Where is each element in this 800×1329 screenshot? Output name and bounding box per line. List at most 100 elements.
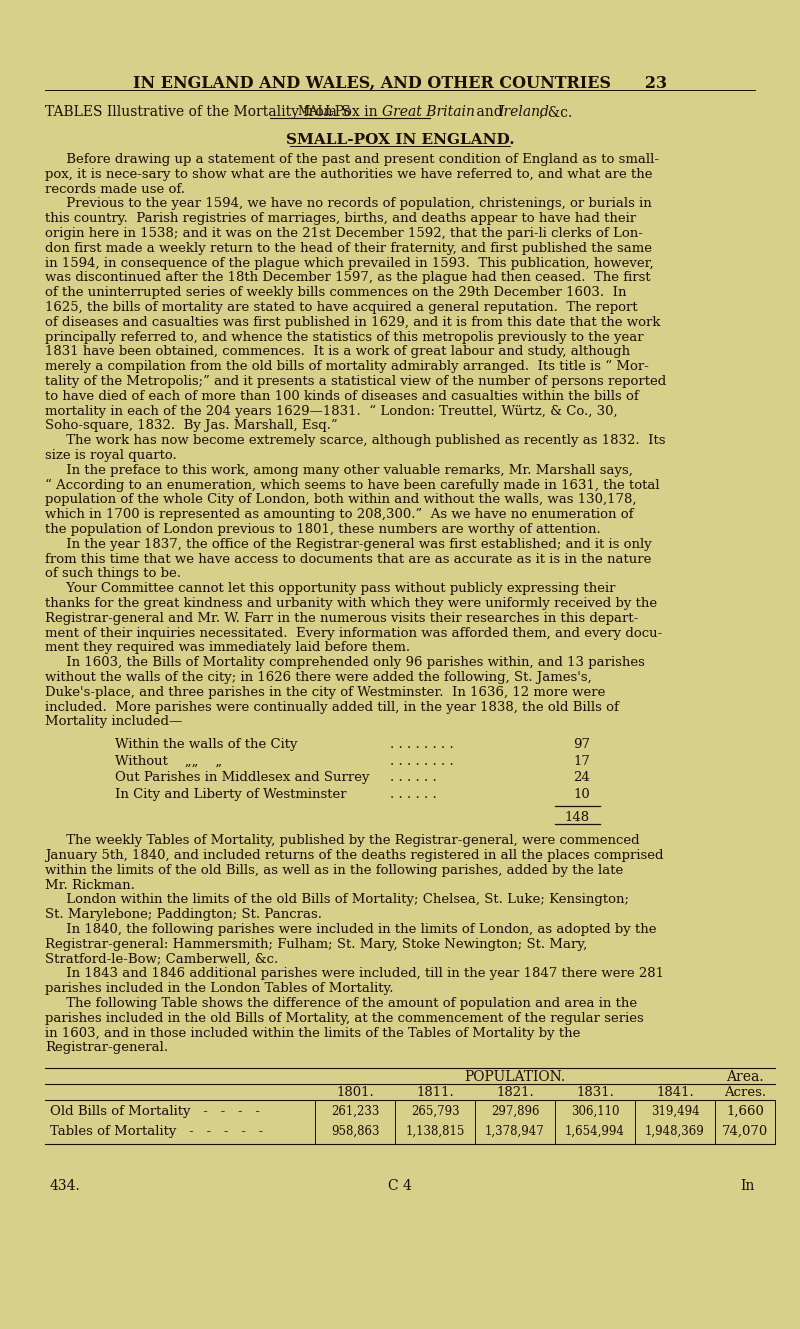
Text: Before drawing up a statement of the past and present condition of England as to: Before drawing up a statement of the pas… [45,153,659,166]
Text: of such things to be.: of such things to be. [45,567,181,581]
Text: of diseases and casualties was first published in 1629, and it is from this date: of diseases and casualties was first pub… [45,316,661,328]
Text: Stratford-le-Bow; Camberwell, &c.: Stratford-le-Bow; Camberwell, &c. [45,953,278,966]
Text: 1625, the bills of mortality are stated to have acquired a general reputation.  : 1625, the bills of mortality are stated … [45,300,638,314]
Text: In the preface to this work, among many other valuable remarks, Mr. Marshall say: In the preface to this work, among many … [45,464,633,477]
Text: Mr. Rickman.: Mr. Rickman. [45,878,135,892]
Text: Area.: Area. [726,1070,764,1084]
Text: in 1594, in consequence of the plague which prevailed in 1593.  This publication: in 1594, in consequence of the plague wh… [45,256,654,270]
Text: 74,070: 74,070 [722,1126,768,1138]
Text: IN ENGLAND AND WALES, AND OTHER COUNTRIES      23: IN ENGLAND AND WALES, AND OTHER COUNTRIE… [133,74,667,92]
Text: Registrar-general and Mr. W. Farr in the numerous visits their researches in thi: Registrar-general and Mr. W. Farr in the… [45,611,638,625]
Text: Acres.: Acres. [724,1086,766,1099]
Text: 24: 24 [574,771,590,784]
Text: January 5th, 1840, and included returns of the deaths registered in all the plac: January 5th, 1840, and included returns … [45,849,663,863]
Text: In: In [741,1179,755,1193]
Text: 97: 97 [573,738,590,751]
Text: Old Bills of Mortality   -   -   -   -: Old Bills of Mortality - - - - [50,1106,260,1118]
Text: principally referred to, and whence the statistics of this metropolis previously: principally referred to, and whence the … [45,331,644,344]
Text: 1,654,994: 1,654,994 [565,1126,625,1138]
Text: which in 1700 is represented as amounting to 208,300.”  As we have no enumeratio: which in 1700 is represented as amountin… [45,508,634,521]
Text: Duke's-place, and three parishes in the city of Westminster.  In 1636, 12 more w: Duke's-place, and three parishes in the … [45,686,606,699]
Text: Registrar-general: Hammersmith; Fulham; St. Mary, Stoke Newington; St. Mary,: Registrar-general: Hammersmith; Fulham; … [45,938,587,950]
Text: 1,660: 1,660 [726,1106,764,1118]
Text: 297,896: 297,896 [490,1106,539,1118]
Text: 1841.: 1841. [656,1086,694,1099]
Text: population of the whole City of London, both within and without the walls, was 1: population of the whole City of London, … [45,493,637,506]
Text: this country.  Parish registries of marriages, births, and deaths appear to have: this country. Parish registries of marri… [45,213,636,225]
Text: In the year 1837, the office of the Registrar-general was first established; and: In the year 1837, the office of the Regi… [45,538,652,550]
Text: without the walls of the city; in 1626 there were added the following, St. James: without the walls of the city; in 1626 t… [45,671,592,684]
Text: was discontinued after the 18th December 1597, as the plague had then ceased.  T: was discontinued after the 18th December… [45,271,650,284]
Text: 1831 have been obtained, commences.  It is a work of great labour and study, alt: 1831 have been obtained, commences. It i… [45,346,630,359]
Text: 148: 148 [565,811,590,824]
Text: In 1840, the following parishes were included in the limits of London, as adopte: In 1840, the following parishes were inc… [45,924,657,936]
Text: The work has now become extremely scarce, although published as recently as 1832: The work has now become extremely scarce… [45,435,666,447]
Text: . . . . . .: . . . . . . [390,771,437,784]
Text: 319,494: 319,494 [650,1106,699,1118]
Text: Mortality included—: Mortality included— [45,715,182,728]
Text: The following Table shows the difference of the amount of population and area in: The following Table shows the difference… [45,997,637,1010]
Text: Ireland: Ireland [498,105,549,120]
Text: 1,378,947: 1,378,947 [485,1126,545,1138]
Text: parishes included in the old Bills of Mortality, at the commencement of the regu: parishes included in the old Bills of Mo… [45,1011,644,1025]
Text: 265,793: 265,793 [410,1106,459,1118]
Text: mortality in each of the 204 years 1629—1831.  “ London: Treuttel, Würtz, & Co.,: mortality in each of the 204 years 1629—… [45,404,618,417]
Text: don first made a weekly return to the head of their fraternity, and first publis: don first made a weekly return to the he… [45,242,652,255]
Text: thanks for the great kindness and urbanity with which they were uniformly receiv: thanks for the great kindness and urbani… [45,597,657,610]
Text: 1821.: 1821. [496,1086,534,1099]
Text: 1801.: 1801. [336,1086,374,1099]
Text: 1,138,815: 1,138,815 [406,1126,465,1138]
Text: tality of the Metropolis;” and it presents a statistical view of the number of p: tality of the Metropolis;” and it presen… [45,375,666,388]
Text: 958,863: 958,863 [330,1126,379,1138]
Text: Registrar-general.: Registrar-general. [45,1042,168,1054]
Text: to have died of each of more than 100 kinds of diseases and casualties within th: to have died of each of more than 100 ki… [45,389,638,403]
Text: merely a compilation from the old bills of mortality admirably arranged.  Its ti: merely a compilation from the old bills … [45,360,649,373]
Text: “ According to an enumeration, which seems to have been carefully made in 1631, : “ According to an enumeration, which see… [45,478,660,492]
Text: 1811.: 1811. [416,1086,454,1099]
Text: Your Committee cannot let this opportunity pass without publicly expressing thei: Your Committee cannot let this opportuni… [45,582,615,595]
Text: In City and Liberty of Westminster: In City and Liberty of Westminster [115,788,346,800]
Text: . . . . . . . .: . . . . . . . . [390,738,454,751]
Text: 306,110: 306,110 [570,1106,619,1118]
Text: -Pox in: -Pox in [330,105,382,120]
Text: TABLES Illustrative of the Mortality from S: TABLES Illustrative of the Mortality fro… [45,105,350,120]
Text: In 1843 and 1846 additional parishes were included, till in the year 1847 there : In 1843 and 1846 additional parishes wer… [45,968,664,981]
Text: SMALL-POX IN ENGLAND.: SMALL-POX IN ENGLAND. [286,133,514,148]
Text: records made use of.: records made use of. [45,182,185,195]
Text: Out Parishes in Middlesex and Surrey: Out Parishes in Middlesex and Surrey [115,771,370,784]
Text: 10: 10 [574,788,590,800]
Text: within the limits of the old Bills, as well as in the following parishes, added : within the limits of the old Bills, as w… [45,864,623,877]
Text: 1,948,369: 1,948,369 [645,1126,705,1138]
Text: from this time that we have access to documents that are as accurate as it is in: from this time that we have access to do… [45,553,651,566]
Text: ment they required was immediately laid before them.: ment they required was immediately laid … [45,642,410,654]
Text: in 1603, and in those included within the limits of the Tables of Mortality by t: in 1603, and in those included within th… [45,1026,580,1039]
Text: Tables of Mortality   -   -   -   -   -: Tables of Mortality - - - - - [50,1126,263,1138]
Text: of the uninterrupted series of weekly bills commences on the 29th December 1603.: of the uninterrupted series of weekly bi… [45,286,626,299]
Text: C 4: C 4 [388,1179,412,1193]
Text: ment of their inquiries necessitated.  Every information was afforded them, and : ment of their inquiries necessitated. Ev… [45,626,662,639]
Text: St. Marylebone; Paddington; St. Pancras.: St. Marylebone; Paddington; St. Pancras. [45,908,322,921]
Text: In 1603, the Bills of Mortality comprehended only 96 parishes within, and 13 par: In 1603, the Bills of Mortality comprehe… [45,657,645,670]
Text: parishes included in the London Tables of Mortality.: parishes included in the London Tables o… [45,982,394,995]
Text: . . . . . . . .: . . . . . . . . [390,755,454,768]
Text: MALL: MALL [297,105,333,118]
Text: London within the limits of the old Bills of Mortality; Chelsea, St. Luke; Kensi: London within the limits of the old Bill… [45,893,629,906]
Text: size is royal quarto.: size is royal quarto. [45,449,177,462]
Text: 261,233: 261,233 [331,1106,379,1118]
Text: POPULATION.: POPULATION. [465,1070,566,1084]
Text: Within the walls of the City: Within the walls of the City [115,738,298,751]
Text: Without    „„    „: Without „„ „ [115,755,222,768]
Text: origin here in 1538; and it was on the 21st December 1592, that the pari-li cler: origin here in 1538; and it was on the 2… [45,227,643,241]
Text: pox, it is nece-sary to show what are the authorities we have referred to, and w: pox, it is nece-sary to show what are th… [45,167,653,181]
Text: , &c.: , &c. [539,105,572,120]
Text: 434.: 434. [50,1179,81,1193]
Text: 1831.: 1831. [576,1086,614,1099]
Text: the population of London previous to 1801, these numbers are worthy of attention: the population of London previous to 180… [45,524,601,536]
Text: included.  More parishes were continually added till, in the year 1838, the old : included. More parishes were continually… [45,700,619,714]
Text: and: and [472,105,507,120]
Text: 17: 17 [573,755,590,768]
Text: Soho-square, 1832.  By Jas. Marshall, Esq.”: Soho-square, 1832. By Jas. Marshall, Esq… [45,420,338,432]
Text: Great Britain: Great Britain [382,105,475,120]
Text: . . . . . .: . . . . . . [390,788,437,800]
Text: Previous to the year 1594, we have no records of population, christenings, or bu: Previous to the year 1594, we have no re… [45,198,652,210]
